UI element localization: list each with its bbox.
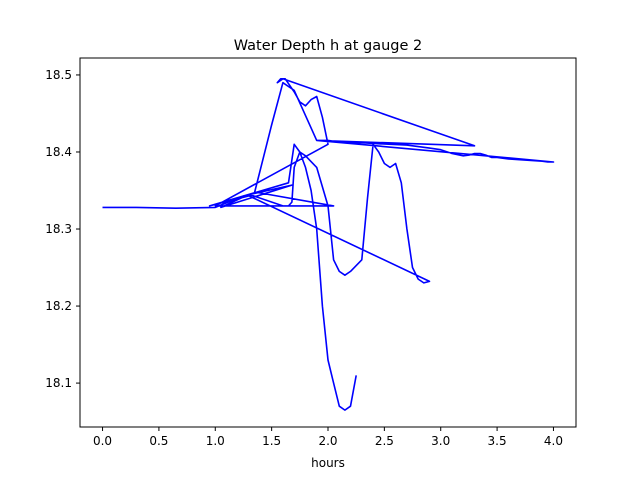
- x-tick-label: 1.5: [262, 434, 281, 448]
- chart-title: Water Depth h at gauge 2: [234, 38, 422, 54]
- axes-layer: 0.0 0.5 1.0 1.5 2.0 2.5 3.0 3.5 4.0 18.1 18.2 18.3 1…: [45, 57, 577, 448]
- series-line-0: [102, 78, 555, 411]
- y-tick-label: 18.3: [45, 222, 72, 236]
- x-tick-label: 1.0: [206, 434, 225, 448]
- x-tick-label: 2.5: [375, 434, 394, 448]
- x-axis-label: hours: [311, 456, 345, 470]
- x-tick-label: 0.5: [149, 434, 168, 448]
- series-layer: [102, 78, 555, 411]
- y-tick-label: 18.5: [45, 68, 72, 82]
- y-tick-label: 18.2: [45, 299, 72, 313]
- x-tick-label: 3.0: [431, 434, 450, 448]
- x-tick-label: 0.0: [93, 434, 112, 448]
- x-tick-label: 4.0: [544, 434, 563, 448]
- x-tick-label: 2.0: [318, 434, 337, 448]
- x-tick-label: 3.5: [488, 434, 507, 448]
- y-tick-label: 18.4: [45, 145, 72, 159]
- y-tick-label: 18.1: [45, 376, 72, 390]
